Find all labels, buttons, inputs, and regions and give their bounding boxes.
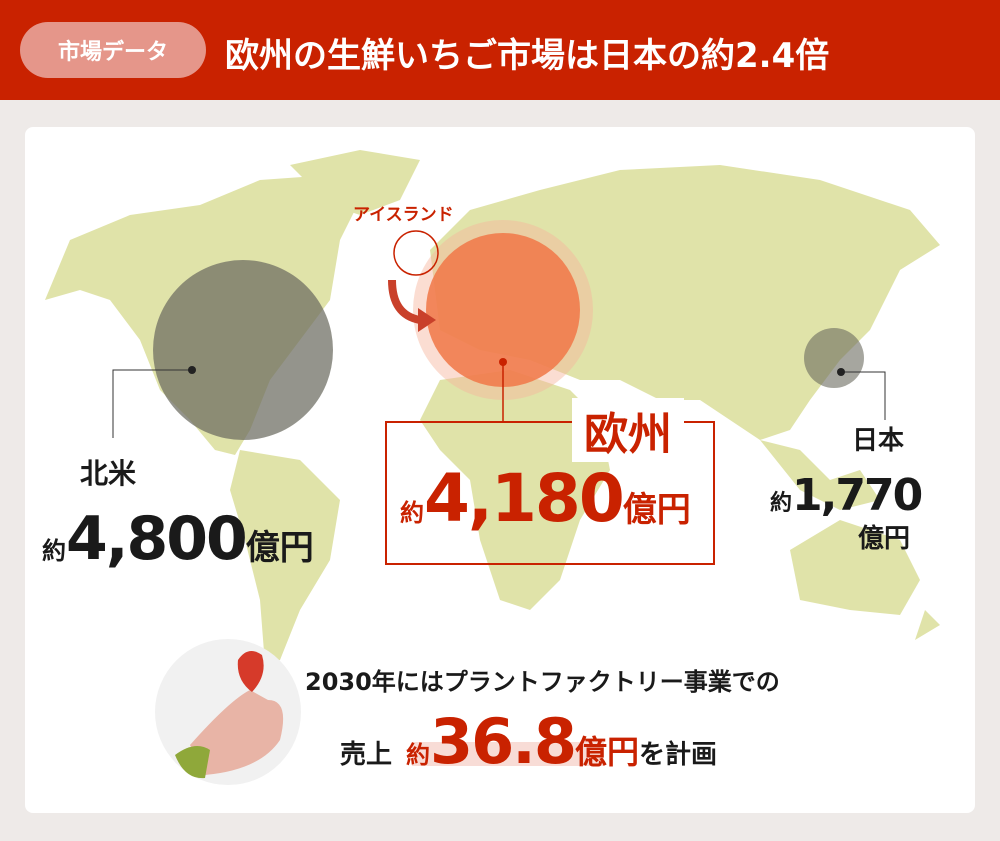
footer-line1: 2030年にはプラントファクトリー事業での	[305, 668, 780, 696]
japan-dot	[837, 368, 845, 376]
north-america-circle	[153, 260, 333, 440]
strawberry-icon	[237, 651, 264, 692]
japan-value: 約 1,770	[770, 470, 923, 521]
hand-illustration	[190, 690, 284, 775]
europe-name: 欧州	[572, 398, 684, 462]
footer-line2: 売上 約 36.8 億円 を計画	[340, 705, 717, 778]
na-prefix: 約	[42, 537, 66, 565]
iceland-arrow	[388, 279, 421, 324]
japan-prefix: 約	[770, 491, 793, 516]
leader-lines	[112, 369, 886, 438]
sales-number: 36.8	[430, 705, 577, 778]
category-tag: 市場データ	[20, 22, 206, 78]
japan-unit: 億円	[858, 524, 911, 554]
japan-number: 1,770	[792, 470, 923, 521]
sales-suffix: を計画	[639, 740, 718, 770]
europe-circle	[426, 233, 580, 387]
page-title: 欧州の生鮮いちご市場は日本の約2.4倍	[225, 36, 830, 76]
na-number: 4,800	[66, 504, 248, 574]
sleeve-illustration	[175, 746, 210, 779]
new-zealand	[915, 610, 940, 640]
header: 市場データ 欧州の生鮮いちご市場は日本の約2.4倍	[0, 0, 1000, 100]
na-unit: 億円	[245, 528, 314, 568]
europe-value: 約 4,180 億円	[400, 460, 691, 537]
europe-dot	[499, 358, 507, 366]
na-name: 北米	[80, 457, 137, 490]
australia	[790, 520, 920, 615]
iceland-label: アイスランド	[353, 205, 454, 225]
europe-prefix: 約	[400, 499, 424, 527]
sales-approx: 約	[406, 741, 431, 769]
europe-unit: 億円	[622, 490, 691, 530]
sales-unit: 億円	[575, 733, 640, 771]
greenland	[290, 150, 420, 215]
iceland-circle	[393, 230, 439, 276]
na-value: 約 4,800 億円	[42, 504, 314, 574]
arrow-head-icon	[418, 308, 436, 332]
africa	[420, 370, 610, 610]
europe-box	[385, 421, 715, 565]
southeast-asia	[760, 440, 880, 510]
sales-label: 売上	[340, 740, 393, 770]
na-dot	[188, 366, 196, 374]
japan-circle	[804, 328, 864, 388]
europe-number: 4,180	[424, 460, 625, 537]
south-america	[230, 450, 340, 665]
highlight-bar	[412, 742, 604, 766]
japan-name: 日本	[852, 426, 905, 456]
